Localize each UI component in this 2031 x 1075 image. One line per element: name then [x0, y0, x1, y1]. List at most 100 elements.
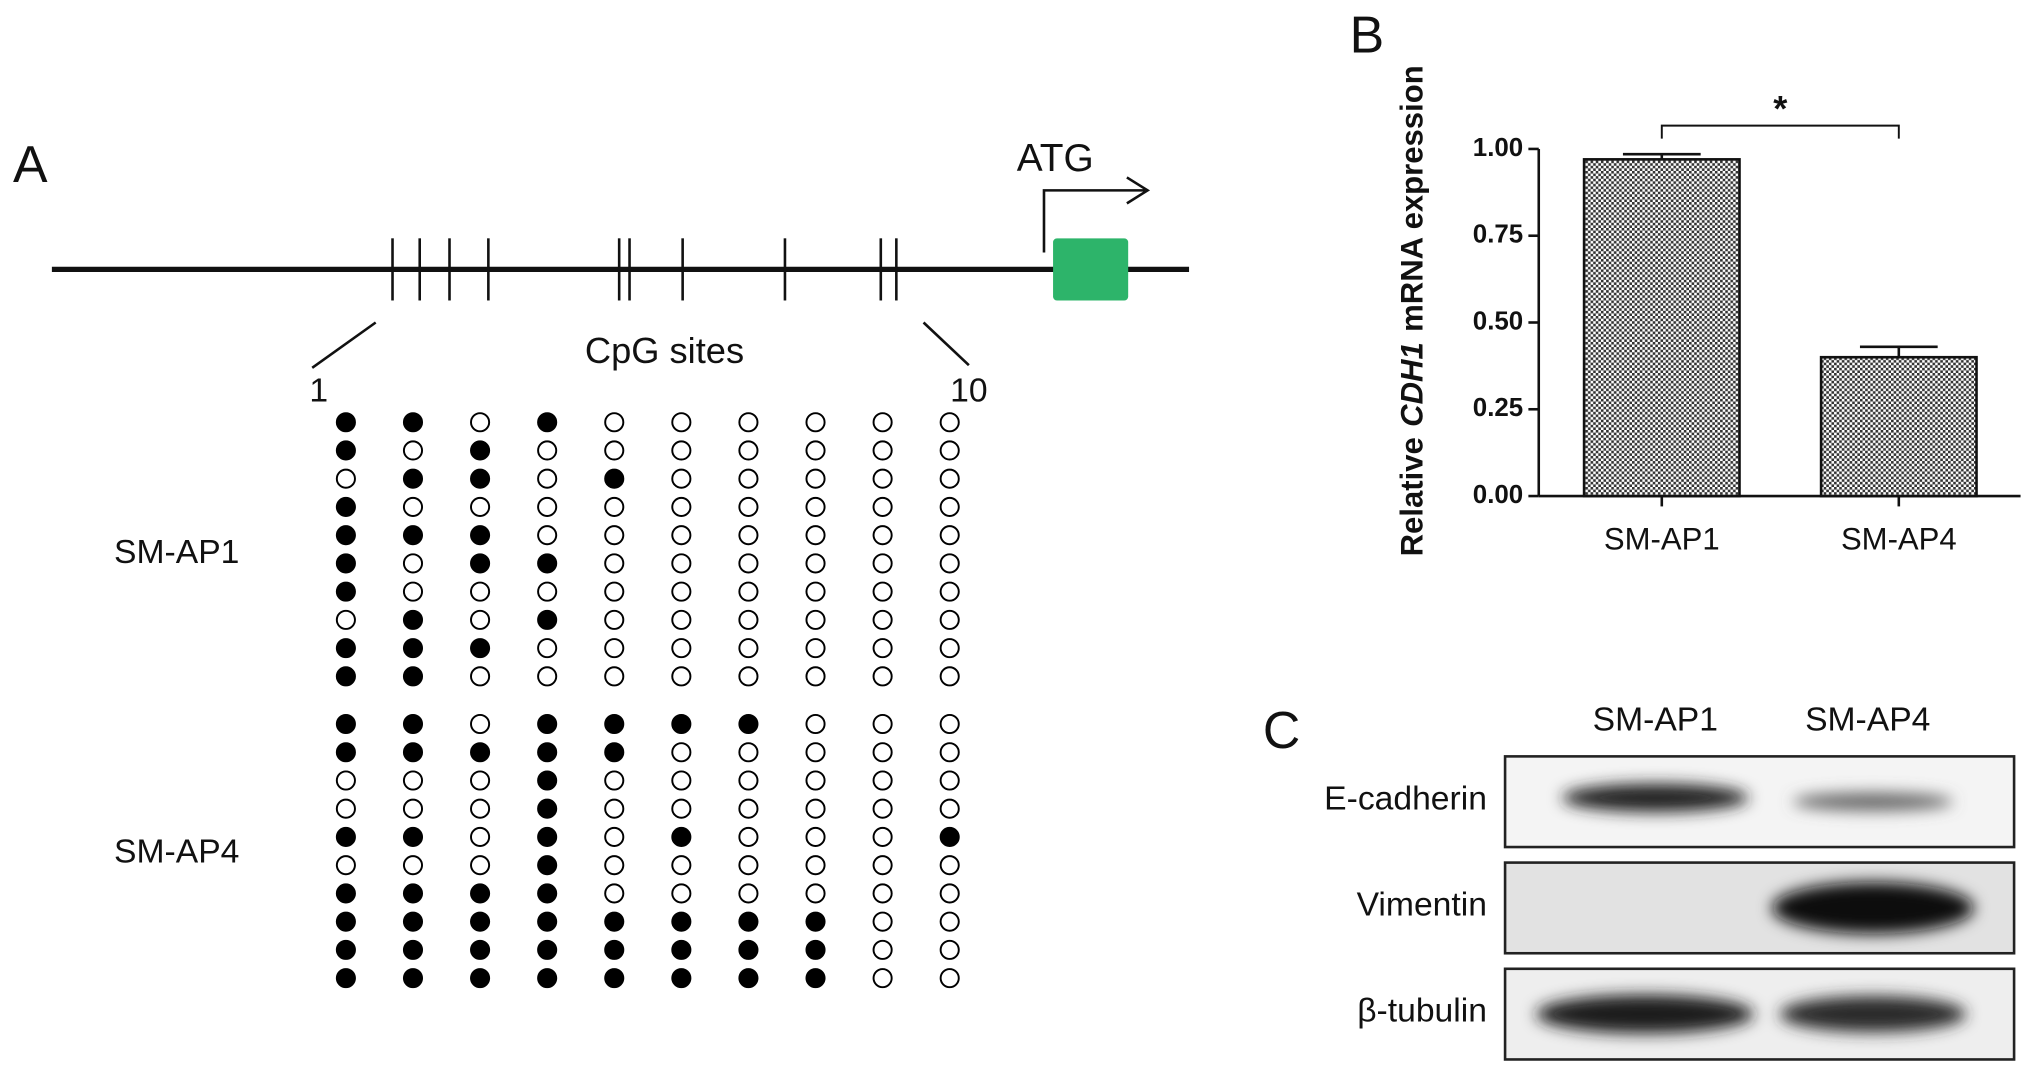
methylated-site [671, 826, 692, 847]
x-tick-label: SM-AP1 [1604, 522, 1720, 557]
methylated-site [470, 911, 491, 932]
unmethylated-site [470, 412, 491, 433]
unmethylated-site [805, 883, 826, 904]
methylated-site [537, 713, 558, 735]
methylated-site [738, 968, 759, 989]
methylated-site [537, 968, 558, 989]
unmethylated-site [671, 412, 692, 433]
unmethylated-site [939, 468, 960, 489]
unmethylated-site [738, 770, 759, 791]
unmethylated-site [738, 798, 759, 819]
y-tick-label: 0.50 [1473, 307, 1523, 335]
methylated-site [402, 609, 424, 630]
unmethylated-site [738, 742, 759, 763]
methylated-site [335, 525, 356, 546]
methylated-site [671, 713, 692, 735]
unmethylated-site [604, 412, 625, 433]
unmethylated-site [872, 826, 893, 847]
unmethylated-site [604, 440, 625, 461]
tss-arrow [1042, 176, 1151, 253]
unmethylated-site [738, 412, 759, 433]
unmethylated-site [671, 883, 692, 904]
unmethylated-site [872, 883, 893, 904]
methylated-site [335, 713, 356, 735]
methylated-site [335, 553, 356, 574]
unmethylated-site [470, 770, 491, 791]
methylated-site [738, 911, 759, 932]
unmethylated-site [335, 468, 356, 489]
unmethylated-site [402, 581, 424, 602]
unmethylated-site [335, 798, 356, 819]
significance-label: * [1773, 88, 1788, 129]
unmethylated-site [402, 440, 424, 461]
site-label: 10 [950, 372, 987, 409]
methylated-site [335, 638, 356, 659]
unmethylated-site [604, 581, 625, 602]
unmethylated-site [738, 609, 759, 630]
unmethylated-site [671, 468, 692, 489]
methylated-site [335, 496, 356, 517]
unmethylated-site [872, 798, 893, 819]
unmethylated-site [805, 638, 826, 659]
methylated-site [537, 911, 558, 932]
unmethylated-site [671, 609, 692, 630]
methylated-site [335, 883, 356, 904]
methylated-site [470, 638, 491, 659]
methylated-site [537, 798, 558, 819]
unmethylated-site [537, 525, 558, 546]
unmethylated-site [805, 666, 826, 687]
methylated-site [402, 826, 424, 847]
methylated-site [335, 581, 356, 602]
group-label: SM-AP4 [114, 833, 239, 870]
error-bar [1859, 345, 1938, 358]
lane-label: SM-AP4 [1805, 701, 1930, 738]
methylated-site [604, 939, 625, 960]
unmethylated-site [537, 638, 558, 659]
x-tick-label: SM-AP4 [1841, 522, 1957, 557]
unmethylated-site [939, 638, 960, 659]
y-label-part: CDH1 [1395, 342, 1430, 427]
methylated-site [537, 855, 558, 876]
bar [1582, 158, 1741, 498]
unmethylated-site [604, 525, 625, 546]
unmethylated-site [939, 911, 960, 932]
unmethylated-site [470, 826, 491, 847]
unmethylated-site [671, 496, 692, 517]
unmethylated-site [335, 609, 356, 630]
bar-chart: 0.00 0.25 0.50 0.75 1.00 SM-AP1 SM-AP4 * [1473, 88, 2021, 557]
unmethylated-site [738, 553, 759, 574]
methylated-site [402, 666, 424, 687]
unmethylated-site [805, 412, 826, 433]
unmethylated-site [939, 440, 960, 461]
unmethylated-site [402, 855, 424, 876]
y-axis-label: Relative CDH1 mRNA expression [1395, 65, 1430, 556]
unmethylated-site [604, 883, 625, 904]
unmethylated-site [805, 713, 826, 735]
unmethylated-site [805, 855, 826, 876]
unmethylated-site [671, 440, 692, 461]
unmethylated-site [738, 855, 759, 876]
unmethylated-site [939, 666, 960, 687]
unmethylated-site [402, 496, 424, 517]
unmethylated-site [872, 666, 893, 687]
unmethylated-site [872, 713, 893, 735]
methylated-site [537, 939, 558, 960]
unmethylated-site [671, 742, 692, 763]
unmethylated-site [671, 638, 692, 659]
lane-label: SM-AP1 [1593, 701, 1718, 738]
unmethylated-site [939, 742, 960, 763]
unmethylated-site [872, 855, 893, 876]
methylated-site [402, 412, 424, 433]
y-tick-label: 0.25 [1473, 394, 1523, 422]
methylated-site [671, 911, 692, 932]
methylated-site [604, 468, 625, 489]
methylated-site [335, 440, 356, 461]
unmethylated-site [872, 468, 893, 489]
unmethylated-site [470, 666, 491, 687]
cpg-ticks [311, 238, 970, 369]
methylated-site [470, 525, 491, 546]
unmethylated-site [872, 638, 893, 659]
methylated-site [402, 939, 424, 960]
unmethylated-site [671, 855, 692, 876]
